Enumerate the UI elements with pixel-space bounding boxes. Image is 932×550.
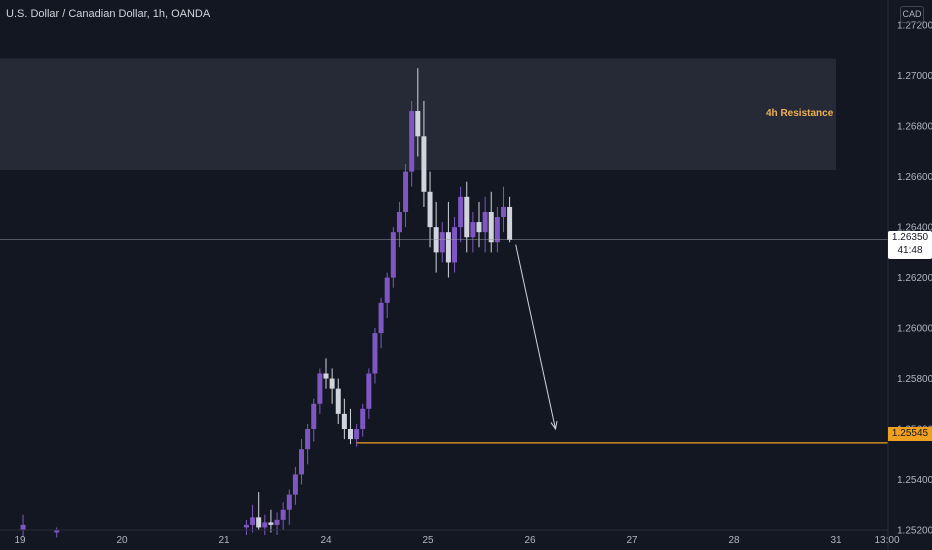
candle-body: [445, 232, 451, 263]
candle-body: [372, 333, 378, 374]
x-tick-label: 24: [320, 535, 332, 546]
candle-body: [366, 373, 372, 409]
y-tick-label: 1.26400: [897, 223, 932, 234]
x-tick-label: 13:00: [874, 535, 899, 546]
candle-body: [476, 222, 482, 233]
candle-body: [409, 111, 415, 172]
candle-body: [268, 522, 274, 525]
candle-body: [20, 524, 26, 530]
candle-body: [500, 206, 506, 218]
candle-body: [54, 529, 60, 533]
candle-body: [305, 429, 311, 450]
support-price-tag: 1.25545: [888, 427, 932, 441]
current-price-tag: 1.26350 41:48: [888, 231, 932, 259]
candle-body: [250, 517, 256, 525]
candle-body: [384, 277, 390, 303]
candle-body: [292, 474, 298, 495]
y-tick-label: 1.26200: [897, 273, 932, 284]
resistance-zone-label: 4h Resistance: [766, 108, 834, 119]
candle-body: [262, 522, 268, 528]
candle-body: [439, 232, 445, 253]
candle-body: [347, 429, 353, 440]
chart-title: U.S. Dollar / Canadian Dollar, 1h, OANDA: [6, 8, 211, 20]
candle-body: [482, 211, 488, 233]
candle-body: [452, 227, 458, 263]
x-tick-label: 20: [116, 535, 128, 546]
candle-body: [494, 217, 500, 243]
x-tick-label: 21: [218, 535, 230, 546]
candle-body: [286, 494, 292, 510]
candle-body: [299, 449, 305, 475]
candle-body: [488, 211, 494, 243]
candle-body: [396, 211, 402, 233]
candle-body: [243, 524, 249, 528]
y-tick-label: 1.26600: [897, 172, 932, 183]
x-tick-label: 19: [14, 535, 26, 546]
candle-body: [360, 408, 366, 430]
y-tick-label: 1.27200: [897, 21, 932, 32]
candle-body: [317, 373, 323, 404]
candle-body: [421, 136, 427, 192]
candle-body: [458, 196, 464, 228]
candle-body: [378, 302, 384, 334]
bar-countdown: 41:48: [897, 245, 923, 256]
x-tick-label: 27: [626, 535, 638, 546]
y-tick-label: 1.25200: [897, 525, 932, 536]
candle-body: [335, 388, 341, 414]
y-tick-label: 1.25400: [897, 475, 932, 486]
forecast-arrow-head: [550, 421, 558, 431]
x-tick-label: 26: [524, 535, 536, 546]
y-tick-label: 1.26800: [897, 122, 932, 133]
x-tick-label: 31: [830, 535, 842, 546]
candle-body: [256, 517, 262, 528]
candle-body: [280, 509, 286, 520]
y-tick-label: 1.27000: [897, 71, 932, 82]
currency-button[interactable]: CAD: [900, 6, 924, 23]
y-tick-label: 1.25800: [897, 374, 932, 385]
candle-body: [470, 222, 476, 238]
candle-body: [507, 206, 513, 240]
forecast-arrow: [515, 244, 556, 430]
y-tick-label: 1.26000: [897, 324, 932, 335]
candle-body: [390, 232, 396, 278]
candle-body: [329, 378, 335, 389]
candle-body: [415, 111, 421, 137]
candle-body: [311, 403, 317, 430]
x-tick-label: 25: [422, 535, 434, 546]
candle-body: [274, 519, 280, 525]
candle-body: [464, 196, 470, 238]
x-tick-label: 28: [728, 535, 740, 546]
candle-body: [354, 429, 360, 440]
candle-body: [341, 413, 347, 430]
current-price-value: 1.26350: [891, 232, 929, 243]
candle-body: [427, 191, 433, 228]
candle-body: [323, 373, 329, 379]
candle-body: [403, 171, 409, 212]
